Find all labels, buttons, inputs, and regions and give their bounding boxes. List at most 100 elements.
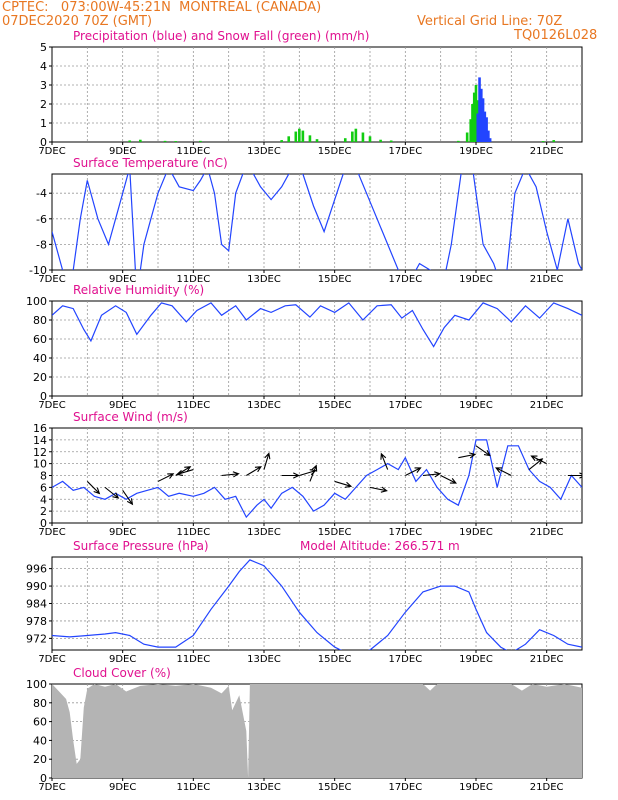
cloud-xtick-label: 19DEC	[459, 782, 493, 793]
wind-xtick-label: 9DEC	[109, 527, 136, 538]
cloud-xtick-label: 11DEC	[176, 782, 210, 793]
rh-xtick-label: 7DEC	[38, 400, 65, 411]
precip-bar	[476, 113, 480, 142]
wind-arrow	[494, 467, 512, 476]
precip-bar	[301, 130, 305, 142]
wind-arrow	[458, 452, 477, 459]
cloud-xtick-label: 17DEC	[388, 782, 422, 793]
pres-altitude: Model Altitude: 266.571 m	[300, 539, 460, 553]
rh-xtick-label: 21DEC	[530, 400, 564, 411]
cloud-xtick-label: 7DEC	[38, 782, 65, 793]
precip-bar	[457, 140, 460, 142]
precip-xtick-label: 21DEC	[530, 146, 564, 157]
precip-bar	[488, 138, 492, 142]
precip-bar	[487, 130, 490, 142]
precip-xtick-label: 17DEC	[388, 146, 422, 157]
wind-ytick-label: 4	[40, 493, 47, 506]
wind-arrow	[422, 471, 442, 478]
precip-bar	[465, 132, 469, 142]
pres-ytick-label: 984	[26, 598, 47, 611]
precip-bar	[379, 139, 382, 142]
cloud-xtick-label: 15DEC	[318, 782, 352, 793]
wind-arrow	[281, 472, 300, 479]
precip-bar	[280, 140, 283, 142]
precip-bar	[294, 131, 298, 142]
precip-xtick-label: 13DEC	[247, 146, 281, 157]
precip-ytick-label: 5	[40, 41, 47, 54]
pres-xtick-label: 19DEC	[459, 654, 493, 665]
wind-xtick-label: 17DEC	[388, 527, 422, 538]
wind-xtick-label: 15DEC	[318, 527, 352, 538]
cloud-ytick-label: 60	[33, 716, 47, 729]
rh-title: Relative Humidity (%)	[73, 283, 205, 297]
precip-bar	[480, 88, 483, 142]
temp-ytick-label: -4	[36, 187, 47, 200]
rh-xtick-label: 17DEC	[388, 400, 422, 411]
cloud-ytick-label: 20	[33, 753, 47, 766]
precip-ytick-label: 1	[40, 117, 47, 130]
header-grid-note: Vertical Grid Line: 70Z	[417, 14, 563, 29]
rh-series-line	[52, 302, 582, 348]
wind-xtick-label: 11DEC	[176, 527, 210, 538]
wind-ytick-label: 14	[33, 434, 47, 447]
wind-ytick-label: 16	[33, 422, 47, 435]
pres-xtick-label: 9DEC	[109, 654, 136, 665]
temp-xtick-label: 11DEC	[176, 274, 210, 285]
temp-xtick-label: 7DEC	[38, 274, 65, 285]
cloud-ytick-label: 80	[33, 697, 47, 710]
precip-data	[128, 77, 556, 142]
temp-xtick-label: 13DEC	[247, 274, 281, 285]
pres-ytick-label: 996	[26, 563, 47, 576]
pres-xtick-label: 7DEC	[38, 654, 65, 665]
pres-xtick-label: 21DEC	[530, 654, 564, 665]
precip-bar	[474, 85, 478, 142]
pres-series-line	[52, 559, 582, 650]
wind-arrow	[380, 452, 389, 470]
pres-ytick-label: 978	[26, 615, 47, 628]
temp-title: Surface Temperature (nC)	[73, 156, 228, 170]
precip-xtick-label: 7DEC	[38, 146, 65, 157]
cloud-xtick-label: 9DEC	[109, 782, 136, 793]
precip-xtick-label: 9DEC	[109, 146, 136, 157]
temp-ytick-label: -6	[36, 213, 47, 226]
header-station: CPTEC: 073:00W-45:21N MONTREAL (CANADA)	[2, 0, 322, 15]
wind-xtick-label: 7DEC	[38, 527, 65, 538]
temp-xtick-label: 15DEC	[318, 274, 352, 285]
wind-arrow	[369, 486, 388, 493]
temp-ytick-label: -10	[29, 264, 47, 277]
precip-bar	[472, 92, 476, 142]
cloud-xtick-label: 21DEC	[530, 782, 564, 793]
wind-arrow	[475, 445, 491, 457]
precip-ytick-label: 4	[40, 60, 47, 73]
header-datetime: 07DEC2020 70Z (GMT)	[2, 14, 153, 29]
wind-xtick-label: 19DEC	[459, 527, 493, 538]
wind-ytick-label: 12	[33, 446, 47, 459]
temp-panel: -10 -8 -6 -4 7DEC 9DEC 11DEC 13DEC 15DEC 17DEC 19D…	[29, 173, 583, 285]
temp-data	[52, 174, 582, 270]
cloud-title: Cloud Cover (%)	[73, 666, 171, 680]
wind-arrow	[157, 473, 175, 482]
precip-bar	[199, 140, 202, 142]
wind-arrow	[309, 464, 318, 482]
wind-series-line	[52, 439, 582, 519]
precip-bar	[174, 141, 177, 142]
precip-ytick-label: 2	[40, 98, 47, 111]
wind-ytick-label: 8	[40, 470, 47, 483]
rh-ytick-label: 40	[33, 352, 47, 365]
rh-xtick-label: 11DEC	[176, 400, 210, 411]
wind-arrow	[104, 486, 120, 499]
cloud-data	[52, 684, 582, 778]
precip-bar	[354, 128, 358, 142]
wind-data	[52, 439, 582, 519]
precip-xtick-label: 15DEC	[318, 146, 352, 157]
cloud-panel: 0 20 40 60 80 100 7DEC 9DEC 11DEC 13DEC 15DEC 17DEC…	[26, 678, 583, 793]
wind-arrow	[530, 455, 547, 465]
rh-xtick-label: 9DEC	[109, 400, 136, 411]
precip-panel: 0 1 2 3 4 5 7DEC 9DEC 11DEC 13DEC 15DEC 17DEC 19DEC 2…	[38, 41, 583, 157]
precip-xtick-label: 11DEC	[176, 146, 210, 157]
cloud-xtick-label: 13DEC	[247, 782, 281, 793]
pres-panel: 972 978 984 990 996 7DEC 9DEC 11DEC 13DEC 15DEC 17…	[26, 556, 583, 665]
precip-bar	[483, 111, 487, 142]
precip-bar	[368, 136, 372, 142]
